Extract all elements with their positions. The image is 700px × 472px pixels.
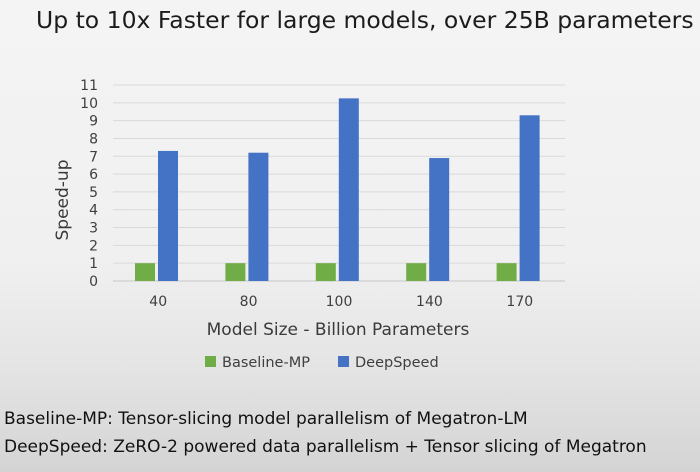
slide-title: Up to 10x Faster for large models, over …: [36, 6, 694, 34]
legend-label: DeepSpeed: [355, 355, 439, 371]
bar-deepspeed-170: [519, 115, 540, 281]
footnote-deepspeed: DeepSpeed: ZeRO-2 powered data paralleli…: [4, 437, 647, 457]
y-tick-label: 1: [89, 256, 98, 272]
y-tick-label: 5: [89, 185, 98, 201]
legend-swatch: [205, 356, 216, 367]
bar-deepspeed-40: [158, 150, 178, 281]
bar-baseline-mp-80: [225, 263, 246, 281]
y-tick-label: 10: [80, 96, 98, 112]
bar-baseline-mp-140: [406, 263, 427, 281]
x-tick-label: 40: [149, 294, 167, 310]
y-tick-label: 3: [89, 221, 98, 237]
bar-deepspeed-140: [429, 158, 450, 281]
y-tick-label: 4: [89, 203, 98, 219]
bar-baseline-mp-100: [315, 263, 336, 281]
x-tick-label: 140: [416, 294, 443, 310]
bar-baseline-mp-170: [496, 263, 517, 281]
x-tick-label: 170: [506, 294, 533, 310]
y-tick-label: 9: [89, 114, 98, 130]
y-tick-label: 6: [89, 167, 98, 183]
bar-deepspeed-100: [338, 98, 359, 281]
y-tick-label: 8: [89, 131, 98, 147]
bars: [135, 98, 540, 281]
bar-deepspeed-80: [248, 152, 269, 281]
legend-swatch: [338, 356, 349, 367]
x-tick-label: 80: [240, 294, 258, 310]
bar-baseline-mp-40: [135, 263, 155, 281]
x-tick-labels: 40 80 100 140 170: [149, 294, 533, 310]
x-axis-label: Model Size - Billion Parameters: [207, 320, 470, 340]
y-axis-label: Speed-up: [53, 160, 73, 241]
y-tick-label: 7: [89, 149, 98, 165]
legend: Baseline-MP DeepSpeed: [205, 355, 439, 371]
y-tick-label: 2: [89, 238, 98, 254]
y-tick-label: 0: [89, 274, 98, 290]
footnote-baseline: Baseline-MP: Tensor-slicing model parall…: [4, 409, 528, 429]
y-tick-label: 11: [80, 78, 98, 94]
x-tick-label: 100: [326, 294, 353, 310]
legend-label: Baseline-MP: [222, 355, 310, 371]
